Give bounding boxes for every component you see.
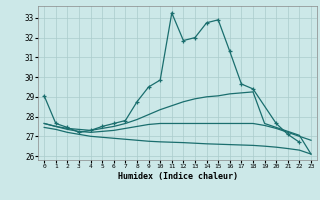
X-axis label: Humidex (Indice chaleur): Humidex (Indice chaleur)	[118, 172, 238, 181]
